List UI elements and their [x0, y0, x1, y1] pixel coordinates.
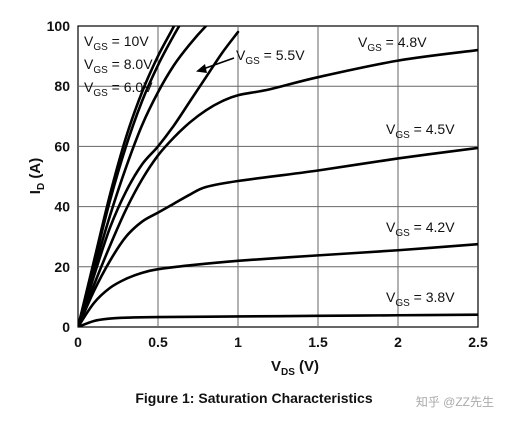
series-label-5: VGS = 4.5V — [386, 121, 455, 141]
y-axis-label: ID (A) — [27, 158, 47, 194]
annotation-arrowhead — [196, 64, 207, 73]
series-label-1: VGS = 8.0V — [84, 56, 153, 76]
annotation-arrow — [202, 57, 235, 70]
y-tick-label: 60 — [54, 138, 70, 154]
watermark: 知乎 @ZZ先生 — [415, 395, 494, 409]
x-axis-label: VDS (V) — [271, 358, 319, 378]
series-line-6 — [78, 242, 478, 327]
figure-caption: Figure 1: Saturation Characteristics — [135, 390, 373, 406]
series-line-3 — [78, 30, 240, 327]
x-tick-label: 0.5 — [148, 334, 168, 350]
curves — [78, 26, 478, 327]
y-tick-label: 40 — [54, 199, 70, 215]
series-labels: VGS = 10V VGS = 8.0V VGS = 6.0V VGS = 5.5V V… — [84, 33, 455, 309]
y-tick-label: 0 — [62, 319, 70, 335]
series-line-1 — [78, 26, 181, 327]
series-line-2 — [78, 26, 208, 327]
plot-area-frame — [77, 25, 479, 328]
series-label-4: VGS = 4.8V — [358, 34, 427, 54]
x-tick-label: 1 — [234, 334, 242, 350]
x-tick-label: 2 — [394, 334, 402, 350]
series-label-0: VGS = 10V — [84, 33, 149, 53]
series-line-4 — [78, 48, 478, 327]
x-tick-label: 1.5 — [308, 334, 328, 350]
y-tick-label: 100 — [47, 18, 71, 34]
y-tick-label: 80 — [54, 78, 70, 94]
series-label-2: VGS = 6.0V — [84, 79, 153, 99]
series-label-6: VGS = 4.2V — [386, 219, 455, 239]
series-label-3: VGS = 5.5V — [236, 47, 305, 67]
x-tick-label: 2.5 — [468, 334, 488, 350]
series-label-7: VGS = 3.8V — [386, 289, 455, 309]
tick-labels: 0 0.5 1 1.5 2 2.5 0 20 40 60 80 100 — [47, 18, 488, 350]
y-tick-label: 20 — [54, 259, 70, 275]
series-line-7 — [78, 313, 478, 327]
series-line-5 — [78, 146, 478, 327]
x-tick-label: 0 — [74, 334, 82, 350]
